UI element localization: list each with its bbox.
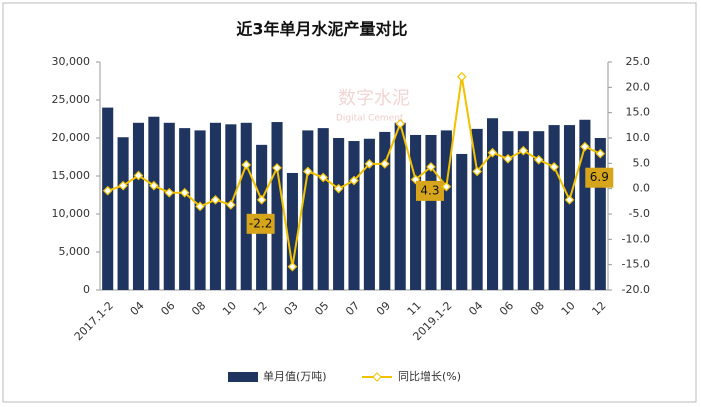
y-tick-label: 20,000 (52, 131, 91, 144)
y2-tick-label: 20.0 (626, 80, 651, 93)
marker (349, 175, 359, 186)
y2-tick-label: 5.0 (633, 156, 651, 169)
y2-tick-label: 0.0 (633, 182, 651, 195)
chart-title: 近3年单月水泥产量对比 (236, 20, 407, 39)
marker (302, 166, 313, 177)
bar (363, 138, 375, 290)
bar (317, 128, 329, 290)
legend-label: 单月值(万吨) (263, 370, 327, 383)
bar (563, 125, 576, 290)
bar (410, 134, 422, 290)
watermark: 数字水泥 (338, 88, 410, 109)
marker (333, 183, 344, 194)
bar (240, 122, 252, 290)
marker (595, 148, 606, 159)
y2-tick-label: 10.0 (626, 131, 651, 144)
marker (225, 200, 236, 210)
value-label: 6.9 (590, 170, 609, 184)
value-label: 4.3 (420, 183, 439, 197)
marker (256, 194, 267, 205)
marker (487, 147, 498, 158)
bar (440, 130, 452, 290)
legend-marker (372, 372, 382, 382)
legend-label: 同比增长(%) (398, 369, 461, 383)
bar (471, 128, 483, 290)
marker (580, 141, 590, 152)
y-tick-label: 0 (83, 283, 90, 296)
marker (287, 261, 298, 272)
marker (133, 170, 144, 181)
bar (425, 134, 437, 290)
bar (348, 141, 360, 290)
value-label-box (246, 213, 275, 234)
marker (518, 145, 529, 156)
value-label-box (585, 167, 614, 188)
marker (364, 158, 375, 169)
y2-tick-label: -15.0 (622, 258, 650, 271)
y-tick-label: 25,000 (52, 93, 91, 106)
watermark-sub: Digital Cement (336, 114, 404, 124)
marker (379, 158, 390, 169)
value-label-box (415, 180, 444, 201)
bar (456, 153, 468, 290)
bar (209, 122, 221, 290)
marker (272, 163, 282, 173)
marker (564, 194, 575, 205)
marker (149, 180, 159, 191)
marker (179, 187, 190, 198)
bar (132, 122, 145, 290)
bar (594, 138, 606, 290)
y2-tick-label: 25.0 (626, 55, 651, 68)
y-tick-label: 5,000 (59, 245, 91, 258)
bar (333, 138, 345, 290)
marker (503, 153, 513, 164)
bar (394, 122, 406, 290)
bar (579, 119, 591, 290)
bar (179, 128, 191, 290)
bar (163, 122, 175, 290)
bar (533, 131, 545, 290)
y-tick-label: 15,000 (52, 169, 91, 182)
marker (164, 187, 175, 198)
marker (195, 201, 205, 212)
marker (472, 166, 483, 177)
marker (456, 71, 467, 82)
marker (410, 174, 421, 185)
y2-tick-label: -20.0 (622, 283, 650, 296)
y2-tick-label: -5.0 (629, 207, 650, 220)
bar (117, 137, 129, 290)
y2-tick-label: -10.0 (622, 232, 650, 245)
bar (517, 131, 529, 290)
bar (102, 107, 114, 290)
bar (271, 122, 283, 290)
legend-swatch (228, 372, 258, 382)
y-tick-label: 30,000 (52, 55, 91, 68)
bar (302, 130, 314, 290)
marker (241, 160, 252, 170)
bar (487, 118, 499, 291)
marker (549, 162, 559, 172)
bar (286, 172, 298, 290)
marker (441, 181, 452, 192)
marker (102, 185, 113, 196)
marker (533, 154, 544, 165)
marker (318, 172, 329, 183)
marker (395, 118, 406, 129)
y2-tick-label: 15.0 (626, 106, 651, 119)
marker (426, 162, 436, 172)
bar (502, 131, 514, 290)
bar (379, 131, 391, 290)
y-tick-label: 10,000 (52, 207, 91, 220)
marker (210, 194, 221, 205)
marker (118, 180, 128, 191)
bar (548, 125, 560, 290)
value-label: -2.2 (249, 216, 272, 230)
bar (148, 116, 160, 290)
